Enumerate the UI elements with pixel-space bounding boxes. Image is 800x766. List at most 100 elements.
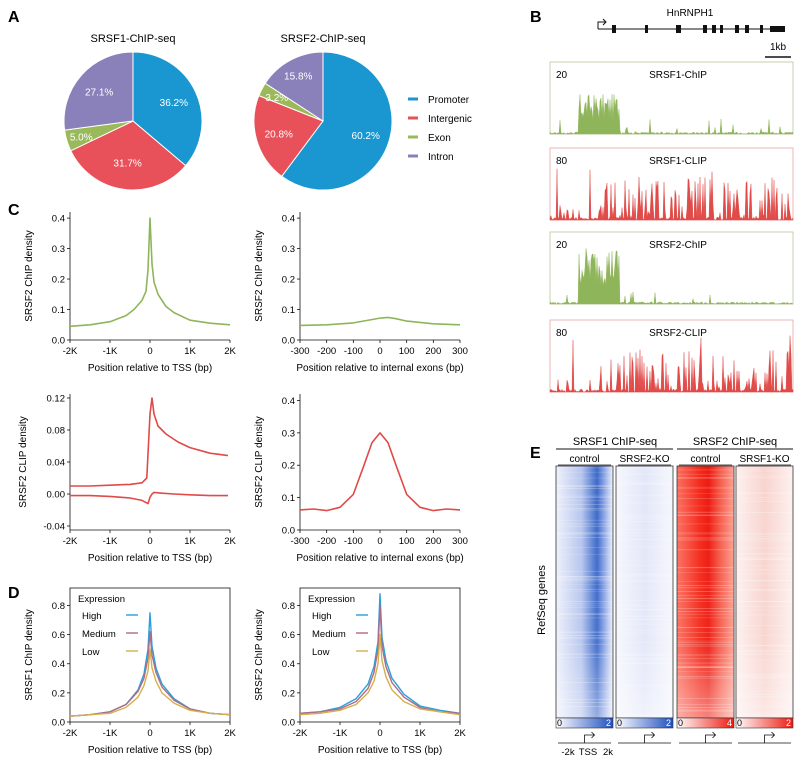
scale-max-label: 2 — [606, 718, 611, 728]
y-tick-label: 0.0 — [282, 336, 295, 347]
y-tick-label: 0.08 — [47, 426, 66, 437]
series-line-low — [299, 633, 461, 716]
x-tick-label: -2K — [293, 728, 308, 739]
tss-arrow-icon — [764, 731, 776, 743]
y-tick-label: 0.6 — [52, 630, 65, 641]
track-signal — [549, 335, 794, 393]
slice-label: 15.8% — [284, 71, 312, 82]
tss-arrow-icon — [597, 18, 607, 29]
y-axis-title: SRSF2 CLIP density — [18, 416, 29, 508]
scale-bar-label: 1kb — [770, 42, 787, 53]
pie-slice-promoter — [132, 51, 203, 167]
y-axis-title: SRSF2 ChIP density — [24, 230, 35, 322]
slice-label: 27.1% — [85, 87, 113, 98]
x-tick-label: 0 — [377, 728, 382, 739]
y-tick-label: 0.0 — [52, 336, 65, 347]
line-chart-c1: -2K -1K 0 1K 2K 0.0 0.1 0.2 0.3 0.4 Position relat… — [24, 212, 236, 374]
line-chart-d2: -2K -1K 0 1K 2K 0.0 0.2 0.4 0.6 0.8 Position relat… — [254, 587, 466, 756]
x-tick-label: -300 — [290, 536, 309, 547]
heatmap-panel: SRSF1 ChIP-seq SRSF2 ChIP-seq RefSeq gen… — [536, 436, 794, 758]
y-tick-label: 0.2 — [282, 275, 295, 286]
x-tick-label: -100 — [344, 346, 363, 357]
y-tick-label: 0.1 — [282, 305, 295, 316]
pie-slice-intron — [63, 51, 134, 131]
tss-arrow-icon — [705, 731, 717, 743]
series-line — [299, 316, 461, 327]
x-label: 2k — [603, 747, 613, 758]
x-tick-label: 300 — [452, 346, 468, 357]
pie-title: SRSF2-ChIP-seq — [281, 33, 366, 45]
gene-exon — [712, 25, 716, 33]
scale-max-label: 4 — [727, 718, 732, 728]
x-tick-label: 1K — [414, 728, 426, 739]
x-tick-label: 1K — [184, 346, 196, 357]
gene-exon — [703, 25, 707, 33]
line-chart-c2: -300 -200 -100 0 100 200 300 0.0 0.1 0.2 0.3 0.4 Pos… — [254, 212, 468, 374]
slice-label: 31.7% — [113, 159, 141, 170]
x-axis-title: Position relative to TSS (bp) — [88, 553, 212, 564]
x-tick-label: -1K — [103, 728, 118, 739]
color-scale-bar — [735, 717, 794, 729]
series-line-high — [299, 593, 461, 714]
series-line — [70, 397, 229, 487]
y-tick-label: 0.1 — [282, 493, 295, 504]
genome-browser: HnRNPH1 1kb 20 SRSF1-ChIP 80 SRSF1-CLIP 20 SR… — [549, 8, 794, 393]
legend-label: Intron — [428, 152, 454, 163]
scale-min-label: 0 — [737, 718, 742, 728]
series-line-low — [69, 648, 231, 717]
gene-exon — [676, 25, 681, 33]
x-tick-label: -2K — [63, 536, 78, 547]
heatmap-column-title: control — [690, 454, 720, 465]
legend-label: Medium — [312, 629, 346, 640]
legend-label: Medium — [82, 629, 116, 640]
legend-label: High — [82, 611, 102, 622]
x-axis-title: Position relative to TSS (bp) — [88, 745, 212, 756]
x-tick-label: -200 — [317, 346, 336, 357]
scale-min-label: 0 — [617, 718, 622, 728]
y-tick-label: 0.00 — [47, 490, 66, 501]
legend-title: Expression — [308, 594, 355, 605]
x-tick-label: -1K — [333, 728, 348, 739]
line-chart-c3: -2K -1K 0 1K 2K -0.04 0.00 0.04 0.08 0.12 Position… — [18, 394, 236, 565]
slice-label: 36.2% — [160, 98, 188, 109]
y-tick-label: 0.6 — [282, 630, 295, 641]
x-tick-label: 0 — [147, 536, 152, 547]
panel-label-b: B — [530, 9, 542, 26]
x-tick-label: 2K — [224, 536, 236, 547]
x-tick-label: -100 — [344, 536, 363, 547]
x-tick-label: -200 — [317, 536, 336, 547]
panel-label-d: D — [8, 585, 20, 602]
pie-slice-intergenic — [253, 94, 324, 178]
browser-tracks: 20 SRSF1-ChIP 80 SRSF1-CLIP 20 SRSF2-ChIP 80 SR… — [549, 61, 794, 393]
gene-exon — [735, 25, 739, 33]
legend-label: High — [312, 611, 332, 622]
x-tick-label: 2K — [454, 728, 466, 739]
x-tick-label: 0 — [377, 536, 382, 547]
gene-exon — [612, 25, 616, 33]
track-max-label: 20 — [556, 240, 568, 251]
track-name: SRSF1-CLIP — [649, 156, 707, 167]
y-tick-label: 0.3 — [282, 244, 295, 255]
x-label: -2k — [561, 747, 574, 758]
group-title-srsf2: SRSF2 ChIP-seq — [693, 436, 777, 448]
slice-label: 5.0% — [70, 132, 93, 143]
x-tick-label: -2K — [63, 728, 78, 739]
heatmap-column-title: control — [569, 454, 599, 465]
x-tick-label: 1K — [184, 728, 196, 739]
x-tick-label: 2K — [224, 728, 236, 739]
y-tick-label: 0.4 — [52, 214, 65, 225]
y-axis-title: SRSF1 ChIP density — [24, 609, 35, 701]
tss-arrow-icon — [644, 731, 656, 743]
x-axis-title: Position relative to TSS (bp) — [88, 363, 212, 374]
y-tick-label: -0.04 — [43, 522, 65, 533]
y-tick-label: 0.1 — [52, 305, 65, 316]
x-tick-label: 1K — [184, 536, 196, 547]
x-tick-label: 0 — [147, 728, 152, 739]
y-tick-label: 0.2 — [52, 688, 65, 699]
line-chart-d1: -2K -1K 0 1K 2K 0.0 0.2 0.4 0.6 0.8 Position relat… — [24, 587, 236, 756]
track-max-label: 80 — [556, 156, 568, 167]
line-chart-c4: -300 -200 -100 0 100 200 300 0.0 0.1 0.2 0.3 0.4 Pos… — [254, 394, 468, 564]
slice-label: 3.2% — [265, 93, 288, 104]
y-tick-label: 0.0 — [52, 718, 65, 729]
